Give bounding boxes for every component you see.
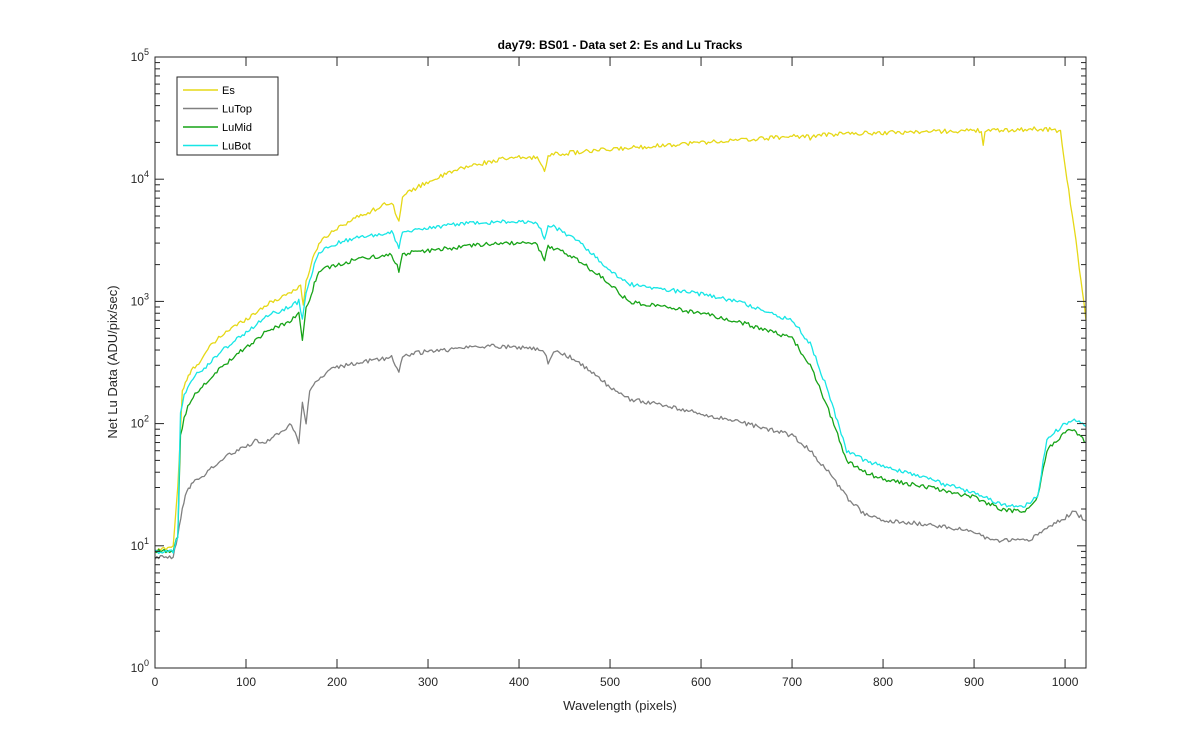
x-ticks: 0 100 200 300 400 500 600 700 800 900 1000 [152,57,1079,689]
series-layer [154,126,1087,560]
series-line-lumid [154,240,1087,554]
x-tick-label: 200 [327,675,347,689]
y-tick-label: 103 [131,291,149,308]
x-tick-label: 400 [509,675,529,689]
x-tick-label: 300 [418,675,438,689]
y-tick-label: 101 [131,536,149,553]
x-tick-label: 700 [782,675,802,689]
axes-box [154,56,1087,669]
axes-background [155,57,1086,668]
series-line-lutop [154,343,1087,560]
y-tick-label: 100 [131,658,149,675]
series-line-es [154,126,1087,553]
y-axis-label: Net Lu Data (ADU/pix/sec) [105,285,120,438]
x-tick-label: 1000 [1052,675,1079,689]
legend-label-lubot: LuBot [222,141,251,153]
x-tick-label: 500 [600,675,620,689]
legend-label-es: Es [222,85,235,97]
legend-entries: Es LuTop LuMid LuBot [183,85,252,153]
y-ticks: 100 101 102 103 104 105 [131,47,1086,675]
y-tick-label: 104 [131,169,149,186]
x-tick-label: 0 [152,675,159,689]
x-tick-label: 900 [964,675,984,689]
chart-title: day79: BS01 - Data set 2: Es and Lu Trac… [498,38,743,52]
legend: Es LuTop LuMid LuBot [176,76,279,156]
x-tick-label: 100 [236,675,256,689]
plot-area: 0 100 200 300 400 500 600 700 800 900 1000 1001011… [131,47,1087,689]
legend-label-lumid: LuMid [222,122,252,134]
x-tick-label: 800 [873,675,893,689]
x-tick-label: 600 [691,675,711,689]
series-line-lubot [154,219,1087,555]
y-tick-label: 102 [131,414,149,431]
legend-label-lutop: LuTop [222,104,252,116]
x-axis-label: Wavelength (pixels) [563,698,677,713]
y-tick-label: 105 [131,47,149,64]
